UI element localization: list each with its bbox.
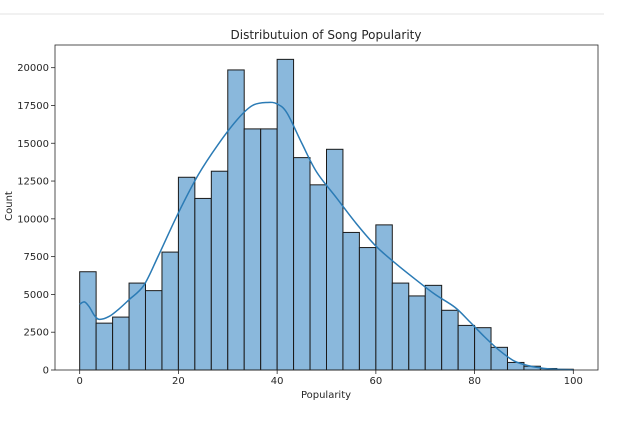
- histogram-bar: [441, 309, 459, 371]
- x-tick-label: 100: [564, 376, 583, 387]
- histogram-bar: [128, 282, 146, 371]
- x-axis-label: Popularity: [301, 390, 351, 401]
- histogram-bar: [293, 157, 311, 371]
- chart-title: Distributuion of Song Popularity: [231, 28, 422, 42]
- histogram-bar: [424, 284, 443, 371]
- histogram-bar: [326, 148, 344, 371]
- histogram-bar: [358, 247, 377, 371]
- top-divider: [0, 13, 604, 15]
- x-axis-ticks: 0 20 40 60 80 100: [76, 370, 583, 387]
- histogram-bar: [375, 224, 393, 371]
- histogram-bar: [260, 128, 278, 371]
- y-tick-label: 15000: [17, 139, 49, 150]
- histogram-bar: [391, 282, 410, 371]
- histogram-bar: [79, 271, 97, 371]
- histogram-bar: [95, 322, 114, 371]
- y-tick-label: 0: [43, 366, 49, 377]
- histogram-bar: [457, 324, 476, 371]
- y-tick-label: 17500: [17, 101, 49, 112]
- y-tick-label: 5000: [24, 290, 49, 301]
- histogram-bar: [243, 128, 262, 371]
- y-tick-label: 10000: [17, 214, 49, 225]
- y-axis-ticks: 0 2500 5000 7500 10000 12500 15000 17500 20000: [17, 63, 55, 377]
- x-tick-label: 40: [271, 376, 284, 387]
- x-tick-label: 80: [468, 376, 481, 387]
- x-tick-label: 60: [369, 376, 382, 387]
- histogram-bar: [408, 295, 426, 371]
- y-tick-label: 2500: [24, 328, 49, 339]
- histogram-bar: [309, 184, 327, 371]
- histogram-bar: [161, 251, 179, 371]
- plot-frame: [54, 44, 599, 371]
- y-axis-label: Count: [4, 191, 15, 221]
- histogram-bars: [79, 58, 574, 371]
- histogram-bar: [112, 316, 130, 371]
- histogram-bar: [144, 290, 163, 371]
- kde-curve: [79, 101, 574, 371]
- y-tick-label: 20000: [17, 63, 49, 74]
- y-tick-label: 12500: [17, 177, 49, 188]
- x-tick-label: 0: [76, 376, 82, 387]
- histogram-bar: [342, 231, 360, 371]
- x-tick-label: 20: [172, 376, 185, 387]
- histogram-bar: [194, 197, 212, 371]
- histogram-bar: [210, 170, 229, 371]
- histogram-bar: [474, 327, 492, 371]
- y-tick-label: 7500: [24, 252, 49, 263]
